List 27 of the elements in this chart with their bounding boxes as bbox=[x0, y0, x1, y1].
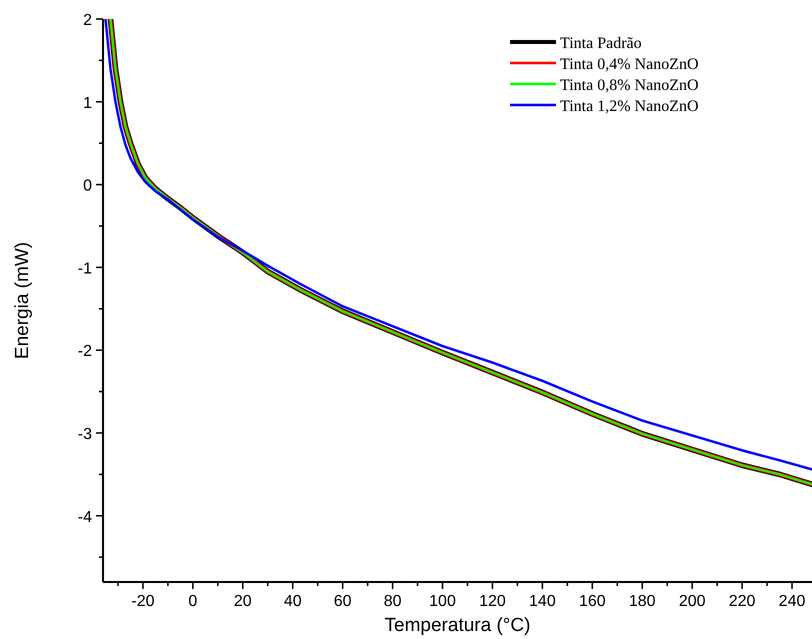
y-tick-label: -2 bbox=[78, 343, 92, 360]
y-tick-label: -4 bbox=[78, 508, 92, 526]
x-tick-label: 60 bbox=[334, 593, 352, 610]
x-tick-label: 100 bbox=[429, 593, 456, 610]
x-tick-label: 20 bbox=[234, 593, 252, 610]
x-tick-label: 220 bbox=[728, 593, 756, 610]
x-tick-label: -20 bbox=[131, 593, 155, 610]
x-tick-label: 180 bbox=[628, 593, 656, 610]
x-tick-label: 80 bbox=[384, 593, 402, 610]
x-tick-label: 0 bbox=[188, 593, 198, 610]
x-tick-label: 120 bbox=[479, 593, 506, 610]
legend-label: Tinta Padrão bbox=[560, 35, 642, 52]
legend-label: Tinta 0,4% NanoZnO bbox=[560, 56, 699, 73]
x-tick-label: 140 bbox=[529, 593, 556, 610]
x-axis-title: Temperatura (°C) bbox=[384, 615, 530, 636]
y-tick-label: -3 bbox=[78, 426, 92, 443]
x-tick-label: 240 bbox=[778, 593, 806, 610]
y-tick-label: -1 bbox=[78, 260, 92, 278]
x-tick-label: 200 bbox=[678, 593, 706, 610]
legend-label: Tinta 1,2% NanoZnO bbox=[560, 98, 699, 115]
legend-label: Tinta 0,8% NanoZnO bbox=[560, 77, 699, 94]
x-tick-label: 40 bbox=[284, 593, 302, 610]
y-tick-label: 2 bbox=[83, 12, 92, 29]
y-tick-label: 1 bbox=[83, 94, 92, 112]
y-axis-title: Energia (mW) bbox=[12, 242, 33, 360]
x-tick-label: 160 bbox=[578, 593, 606, 610]
y-tick-label: 0 bbox=[83, 178, 92, 195]
